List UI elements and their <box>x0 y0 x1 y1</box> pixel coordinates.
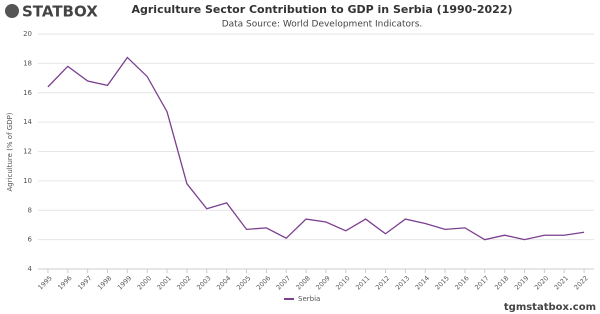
x-tick-label: 1999 <box>116 274 133 291</box>
chart-subtitle: Data Source: World Development Indicator… <box>222 20 423 30</box>
x-tick-label: 2012 <box>374 274 391 291</box>
x-tick-label: 2005 <box>235 274 252 291</box>
logo-text: STATBOX <box>22 3 98 21</box>
x-tick-label: 2009 <box>314 274 331 291</box>
x-tick-label: 1995 <box>36 274 53 291</box>
series-line <box>47 56 585 241</box>
x-tick-label: 2003 <box>195 274 212 291</box>
logo-icon <box>5 4 19 18</box>
x-tick-label: 2010 <box>334 274 351 291</box>
x-tick-label: 2000 <box>136 274 153 291</box>
x-tick-label: 2006 <box>255 274 272 291</box>
x-tick-label: 2022 <box>573 274 590 291</box>
x-tick-label: 2020 <box>533 274 550 291</box>
x-tick-label: 2011 <box>354 274 371 291</box>
y-tick-label: 4 <box>28 265 33 273</box>
x-tick-label: 2001 <box>156 274 173 291</box>
legend-label: Serbia <box>298 295 320 303</box>
x-tick-label: 2019 <box>513 274 530 291</box>
x-tick-label: 2002 <box>175 274 192 291</box>
chart-title: Agriculture Sector Contribution to GDP i… <box>131 3 512 16</box>
x-tick-label: 2016 <box>453 274 470 291</box>
x-tick-label: 2004 <box>215 274 232 291</box>
y-axis-label: Agriculture (% of GDP) <box>6 112 14 191</box>
x-tick-label: 2018 <box>493 274 510 291</box>
y-tick-label: 14 <box>23 118 32 126</box>
y-tick-label: 10 <box>23 177 32 185</box>
x-tick-label: 1997 <box>76 274 93 291</box>
y-tick-label: 18 <box>23 59 32 67</box>
x-tick-label: 1998 <box>96 274 113 291</box>
x-tick-label: 2014 <box>414 274 431 291</box>
x-tick-label: 2013 <box>394 274 411 291</box>
y-tick-label: 12 <box>23 148 32 156</box>
y-tick-label: 8 <box>28 206 32 214</box>
footer: tgmstatbox.com <box>504 302 596 313</box>
x-tick-label: 2015 <box>434 274 451 291</box>
logo: STATBOX <box>5 3 98 21</box>
x-tick-label: 2017 <box>473 274 490 291</box>
y-tick-label: 20 <box>23 30 32 38</box>
y-tick-label: 6 <box>28 236 33 244</box>
x-tick-label: 2008 <box>295 274 312 291</box>
y-tick-label: 16 <box>23 89 32 97</box>
x-tick-label: 2007 <box>275 274 292 291</box>
x-tick-label: 2021 <box>553 274 570 291</box>
x-tick-label: 1996 <box>56 274 73 291</box>
